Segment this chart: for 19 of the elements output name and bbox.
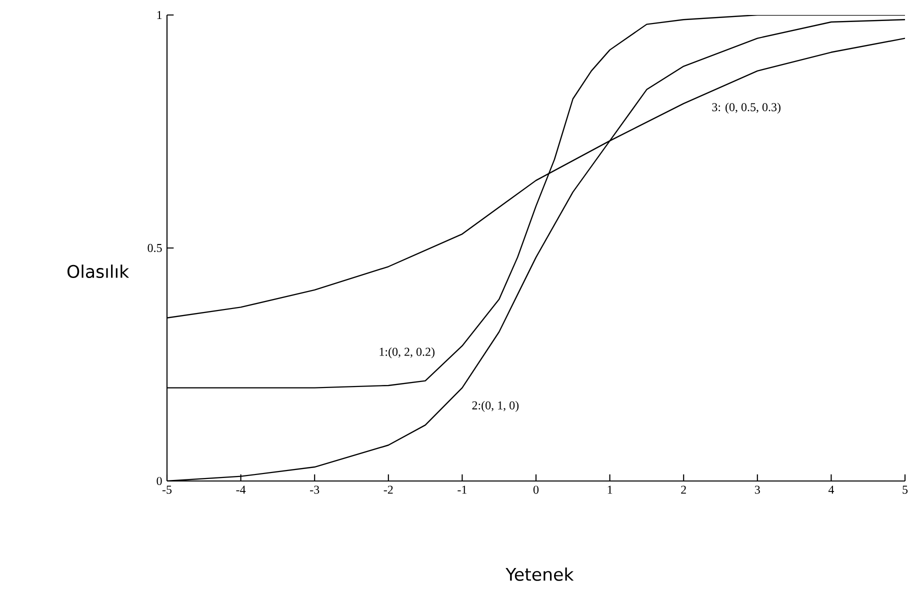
x-tick-label: -1: [458, 486, 466, 494]
annotation: 1:(0, 2, 0.2): [380, 347, 434, 358]
x-axis-title: Yetenek: [506, 567, 574, 581]
x-tick-label: 1: [608, 486, 612, 494]
x-tick-label: -3: [310, 486, 320, 494]
x-tick-label: -2: [384, 486, 393, 494]
annotation: 2:(0, 1, 0): [472, 401, 519, 412]
x-tick-label: 0: [533, 486, 539, 494]
annotation: 3: (0, 0.5, 0.3): [712, 102, 780, 114]
x-tick-label: -5: [162, 486, 172, 494]
y-tick-label: 0.5: [148, 244, 162, 252]
x-tick-label: -4: [236, 486, 246, 494]
x-tick-label: 5: [902, 486, 908, 494]
y-tick-label: 0: [156, 476, 162, 486]
x-tick-label: 4: [828, 486, 834, 494]
y-axis-title: Olasılık: [67, 264, 130, 278]
y-tick-label: 1: [157, 11, 162, 19]
x-tick-label: 2: [681, 486, 686, 494]
x-tick-label: 3: [754, 486, 760, 494]
